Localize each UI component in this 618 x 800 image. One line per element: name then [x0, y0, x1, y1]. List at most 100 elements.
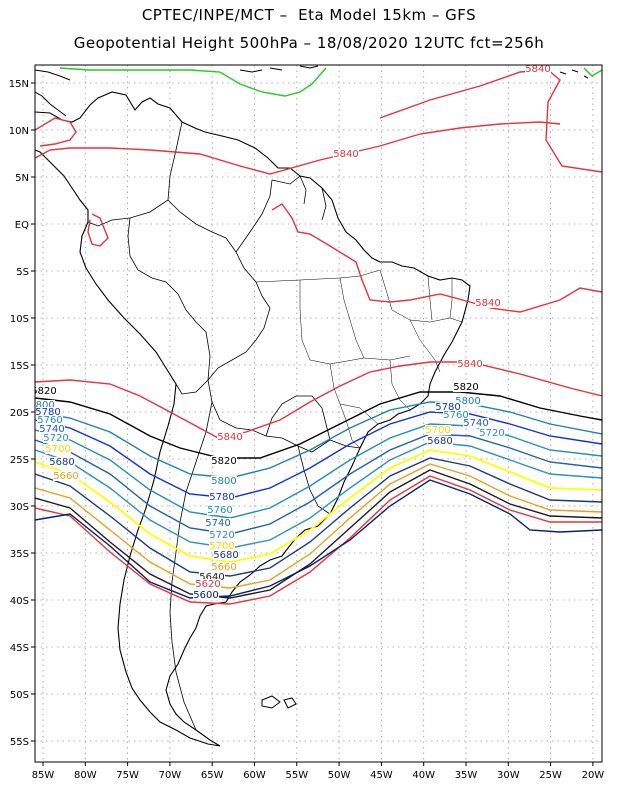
lat-label: 25S: [10, 455, 29, 466]
contour-label: 5840: [457, 359, 482, 370]
lat-label: 55S: [10, 737, 29, 748]
lat-label: 5N: [15, 173, 29, 184]
contour-label-bg: [205, 518, 231, 528]
contour-label: 5720: [43, 433, 68, 444]
lat-label: 20S: [10, 408, 29, 419]
lon-label: 60W: [243, 770, 266, 781]
contour-5840-north: [35, 121, 561, 175]
falkland-islands: [261, 695, 297, 709]
lat-label: 40S: [10, 596, 29, 607]
contour-5860-east: [583, 67, 602, 77]
contour-label-bg: [209, 530, 235, 540]
contour-label-bg: [427, 436, 453, 446]
contour-label: 5840: [525, 64, 550, 75]
contour-label-bg: [193, 590, 219, 600]
caribbean-islands: [239, 65, 589, 79]
contour-label: 5740: [463, 418, 488, 429]
contour-5680: [35, 457, 602, 577]
contour-label-bg: [479, 428, 505, 438]
contour-5740: [35, 433, 602, 535]
contour-5840-ecuador: [87, 213, 109, 247]
contour-5660: [35, 463, 602, 589]
lon-label: 70W: [159, 770, 182, 781]
lat-label: 45S: [10, 643, 29, 654]
contour-label-bg: [217, 432, 243, 442]
contour-label: 5780: [209, 492, 234, 503]
contour-label-bg: [35, 407, 61, 417]
contour-label-bg: [453, 382, 479, 392]
contour-label: 5800: [455, 396, 480, 407]
contour-label-bg: [37, 415, 63, 425]
lat-label: 15S: [10, 361, 29, 372]
contour-label-bg: [211, 562, 237, 572]
contour-5840-amazon: [271, 203, 602, 313]
contour-label: 5840: [475, 298, 500, 309]
contour-label-bg: [199, 572, 225, 582]
contour-label-bg: [425, 425, 451, 435]
contour-label: 5760: [37, 415, 62, 426]
contour-5600: [35, 479, 602, 599]
contour-label-bg: [525, 65, 551, 74]
contour-label: 5680: [427, 436, 452, 447]
country-borders: [87, 121, 361, 731]
contour-label-bg: [455, 396, 481, 406]
contour-5800: [35, 401, 602, 479]
contour-label-bg: [435, 402, 461, 412]
contour-label: 5600: [193, 590, 218, 601]
contour-label: 5760: [443, 410, 468, 421]
contour-label-bg: [207, 505, 233, 515]
map-title-line-2: Geopotential Height 500hPa – 18/08/2020 …: [73, 34, 545, 52]
contour-5860: [59, 67, 327, 97]
contour-label: 5780: [435, 402, 460, 413]
contour-label: 5720: [209, 530, 234, 541]
lon-label: 20W: [582, 770, 605, 781]
lon-label: 55W: [285, 770, 308, 781]
contour-label-bg: [43, 433, 69, 443]
contour-label: 5740: [39, 424, 64, 435]
contour-label-bg: [53, 471, 79, 481]
contour-label: 5760: [207, 505, 232, 516]
contour-5640: [35, 469, 602, 599]
contour-label-bg: [333, 149, 359, 159]
lon-label: 45W: [370, 770, 393, 781]
contour-label-bg: [35, 400, 55, 410]
lat-label: 10N: [9, 126, 29, 137]
contour-5700: [35, 449, 602, 563]
contour-label-bg: [211, 476, 237, 486]
map-title-line-1: CPTEC/INPE/MCT – Eta Model 15km – GFS: [141, 6, 477, 24]
contour-label-bg: [195, 579, 221, 589]
contour-label: 5800: [211, 476, 236, 487]
latitude-labels: 15N 10N 5N EQ 5S 10S 15S 20S 25S 30S 35S 40S 45S 50S 5…: [9, 79, 35, 748]
contour-label: 5640: [199, 572, 224, 583]
lon-label: 80W: [74, 770, 97, 781]
plot-frame: [34, 64, 603, 763]
contour-label: 5660: [53, 471, 78, 482]
central-america-coast: [35, 69, 71, 117]
contour-label: 5840: [217, 432, 242, 443]
lat-label: 15N: [9, 79, 29, 90]
lon-label: 85W: [32, 770, 55, 781]
contour-label-bg: [45, 444, 71, 454]
contour-label: 5700: [425, 425, 450, 436]
lon-label: 50W: [328, 770, 351, 781]
state-borders: [255, 269, 463, 449]
contour-label: 5720: [479, 428, 504, 439]
lat-label: 50S: [10, 690, 29, 701]
contour-label: 5660: [211, 562, 236, 573]
contour-label-bg: [39, 424, 65, 434]
contour-5840-ne: [379, 69, 602, 173]
contour-label-bg: [463, 418, 489, 428]
contour-label-bg: [457, 359, 483, 369]
contour-label: 5620: [195, 579, 220, 590]
lon-label: 65W: [201, 770, 224, 781]
lat-label: 10S: [10, 314, 29, 325]
longitude-labels: 85W 80W 75W 70W 65W 60W 55W 50W 45W 40W 35W 30W 25W 2…: [32, 762, 605, 781]
contour-label-bg: [49, 457, 75, 467]
contour-label: 5840: [333, 149, 358, 160]
contour-label-bg: [35, 386, 57, 396]
contour-label-bg: [211, 456, 237, 466]
contour-label-bg: [209, 492, 235, 502]
contour-label: 5680: [49, 457, 74, 468]
lat-lon-grid: [35, 65, 602, 762]
